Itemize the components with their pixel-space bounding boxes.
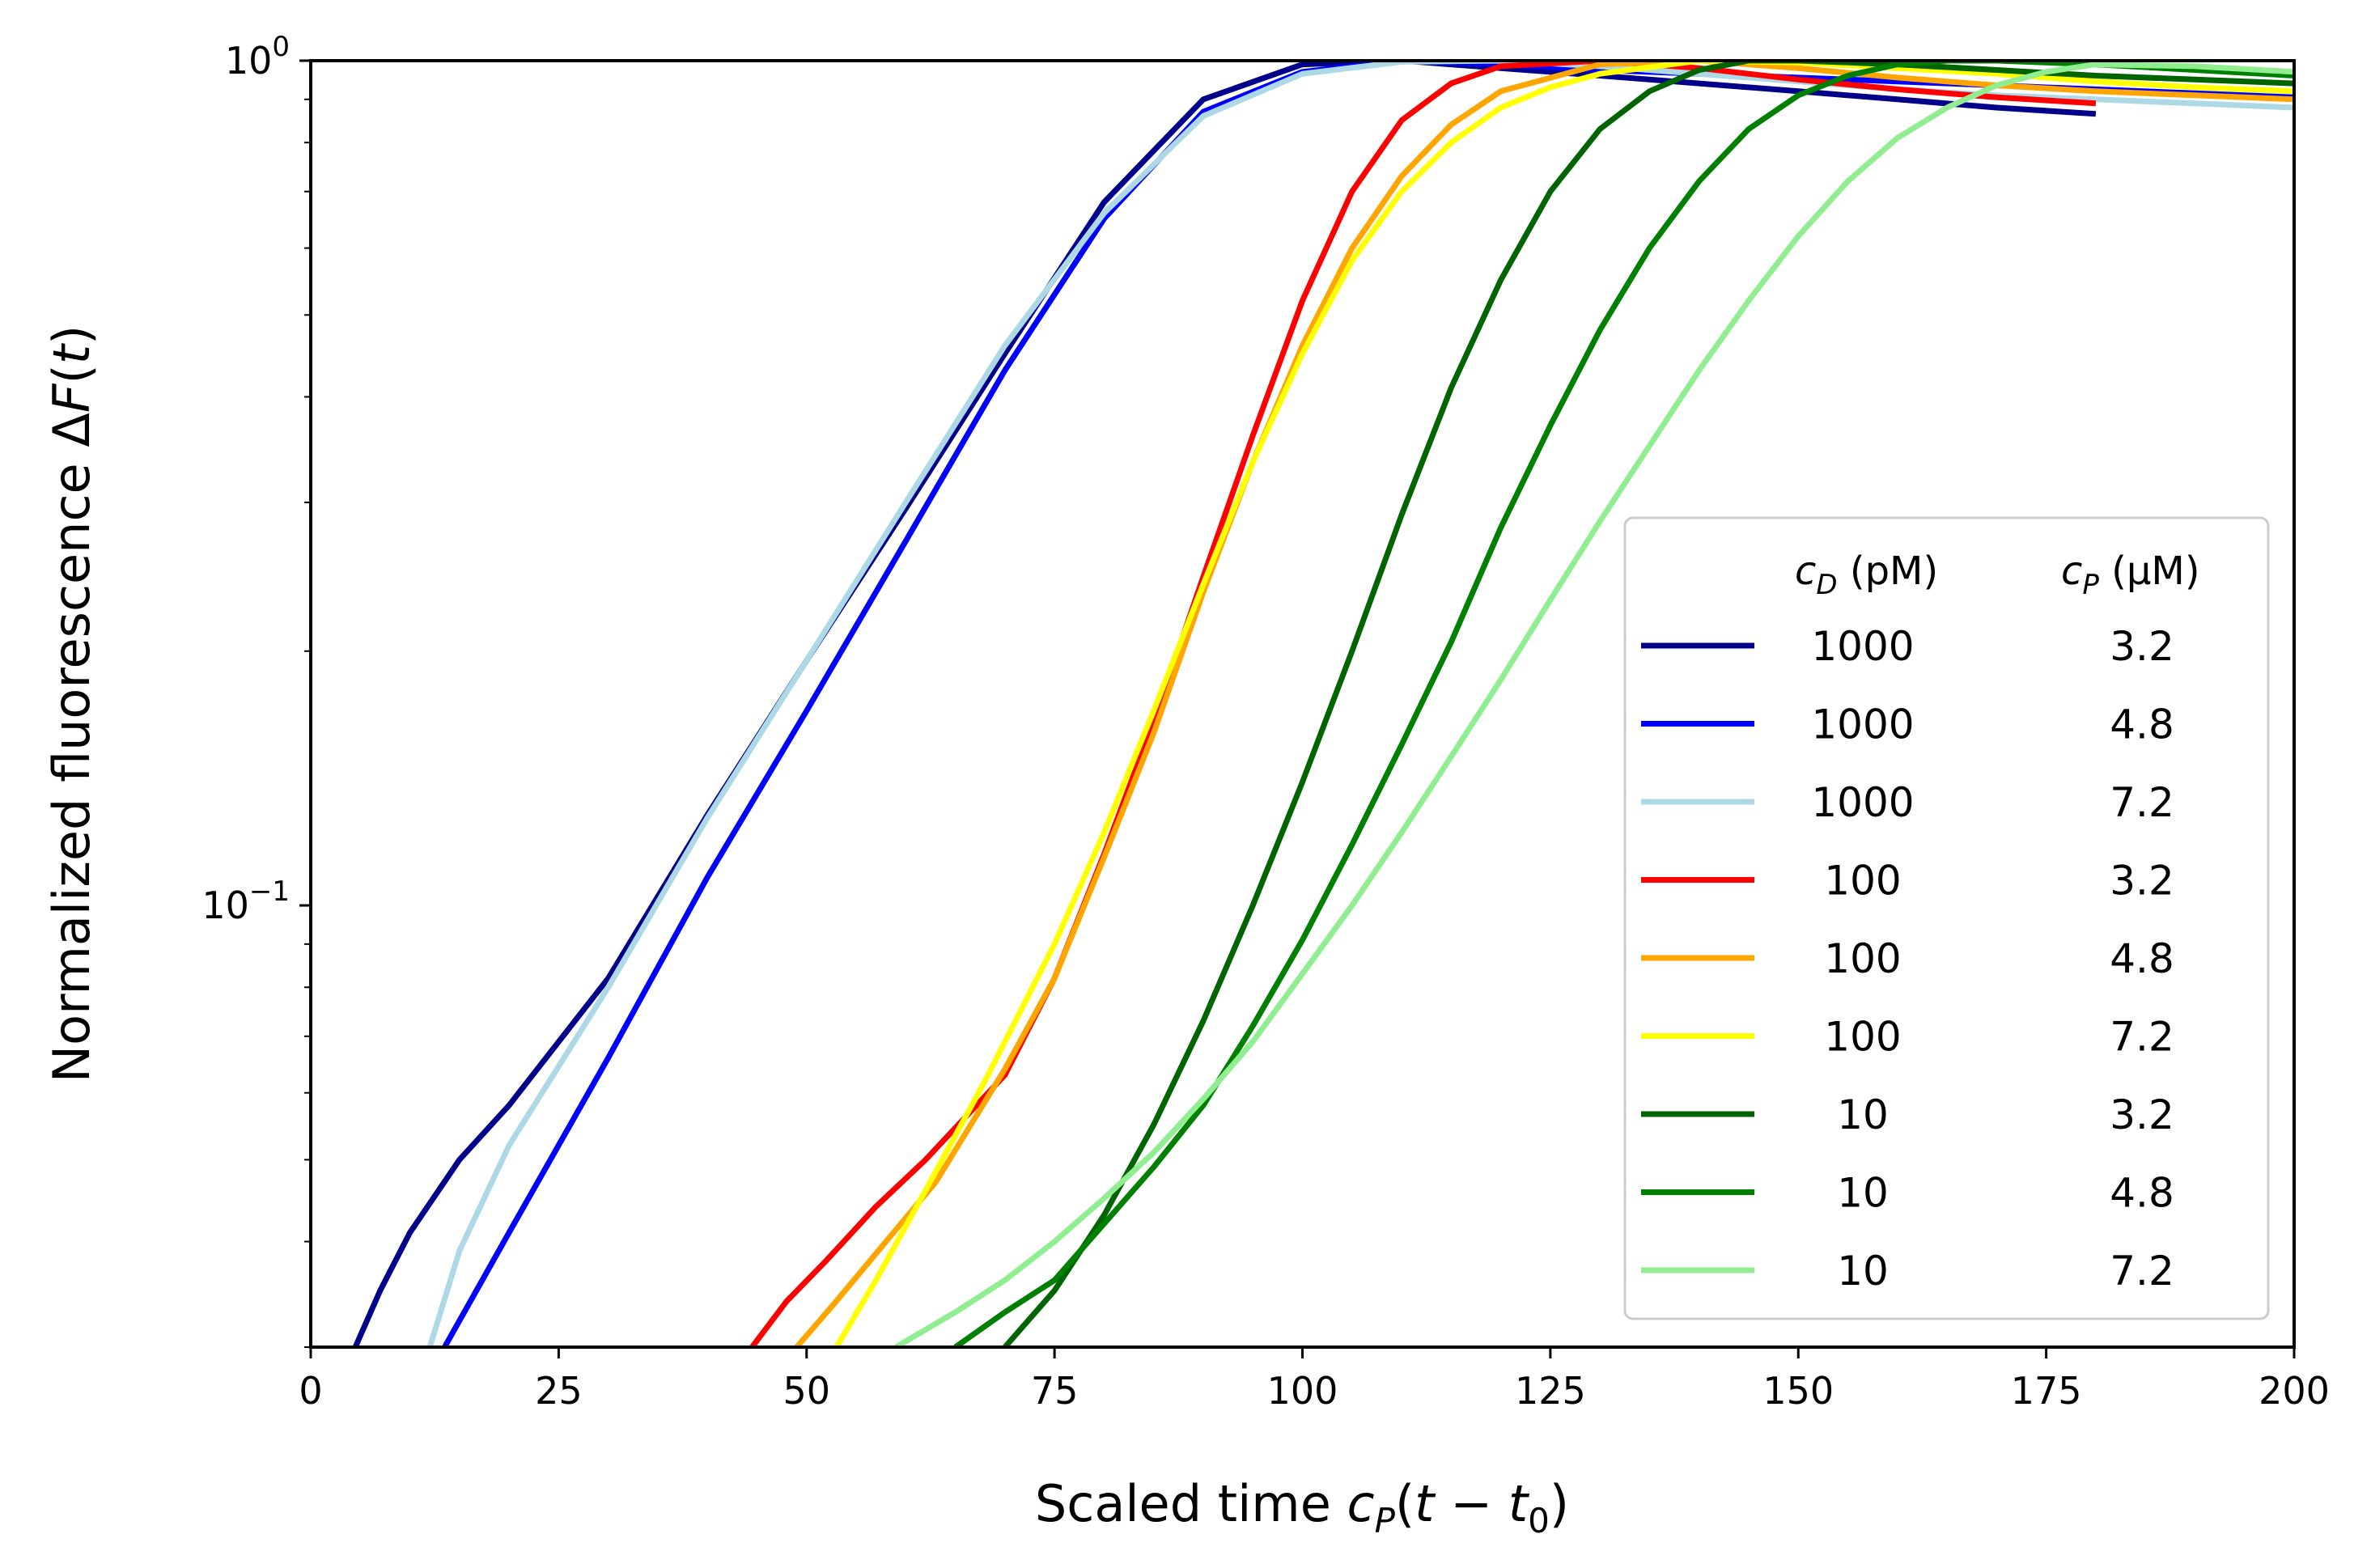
- legend-cd-value: 100: [1824, 935, 1901, 982]
- legend-header-cd: cD (pM): [1795, 549, 1938, 601]
- legend-cp-value: 3.2: [2110, 858, 2174, 905]
- legend-entries: 1000 3.2 1000 4.8 1000 7.2 100 3.2 100 4.8 100 7.2 1…: [1641, 623, 2174, 1295]
- x-tick-label: 100: [1267, 1369, 1338, 1413]
- x-tick-label: 0: [299, 1369, 322, 1413]
- series-line-cd10-cp7.2: [894, 61, 2294, 1347]
- x-tick-label: 150: [1762, 1369, 1834, 1413]
- x-tick-label: 75: [1031, 1369, 1079, 1413]
- legend-cp-value: 4.8: [2110, 701, 2174, 748]
- legend-box: [1623, 516, 2270, 1320]
- x-tick-label: 200: [2259, 1369, 2330, 1413]
- legend-cp-value: 4.8: [2110, 935, 2174, 982]
- legend-cd-value: 1000: [1811, 779, 1914, 826]
- legend-cp-value: 3.2: [2110, 623, 2174, 670]
- legend-cp-value: 3.2: [2110, 1091, 2174, 1138]
- x-tick-label: 125: [1515, 1369, 1586, 1413]
- x-tick-label: 175: [2011, 1369, 2082, 1413]
- legend-cd-value: 10: [1837, 1091, 1889, 1138]
- y-tick-label: 100: [225, 31, 290, 83]
- series-line-cd100-cp7.2: [833, 61, 2294, 1347]
- y-axis-title: Normalized fluorescence ΔF(t): [42, 325, 101, 1083]
- series-line-cd10-cp3.2: [1003, 61, 2294, 1347]
- legend-cd-value: 10: [1837, 1248, 1889, 1295]
- legend-cd-value: 1000: [1811, 623, 1914, 670]
- legend-cd-value: 1000: [1811, 701, 1914, 748]
- x-tick-label: 25: [535, 1369, 583, 1413]
- legend-cp-value: 7.2: [2110, 779, 2174, 826]
- legend-cp-value: 7.2: [2110, 1014, 2174, 1061]
- legend-cd-value: 10: [1837, 1170, 1889, 1217]
- series-line-cd100-cp4.8: [794, 61, 2294, 1347]
- x-tick-label: 50: [783, 1369, 830, 1413]
- legend-cp-value: 4.8: [2110, 1170, 2174, 1217]
- legend-cd-value: 100: [1824, 1014, 1901, 1061]
- legend-cp-value: 7.2: [2110, 1248, 2174, 1295]
- legend-cd-value: 100: [1824, 858, 1901, 905]
- y-axis-ticks: 100 10−1: [201, 31, 311, 1348]
- legend-header-cp: cP (μM): [2061, 549, 2200, 601]
- series-line-cd100-cp3.2: [749, 61, 2097, 1347]
- x-axis-title: Scaled time cP(t − t0): [1035, 1474, 1569, 1540]
- series-line-cd1000-cp3.2: [352, 61, 2097, 1347]
- series-line-cd10-cp4.8: [953, 61, 2294, 1347]
- series-group: [352, 61, 2294, 1347]
- y-tick-label: 10−1: [201, 875, 290, 927]
- x-axis-ticks: 0 25 50 75 100 125 150 175 200: [299, 1347, 2330, 1413]
